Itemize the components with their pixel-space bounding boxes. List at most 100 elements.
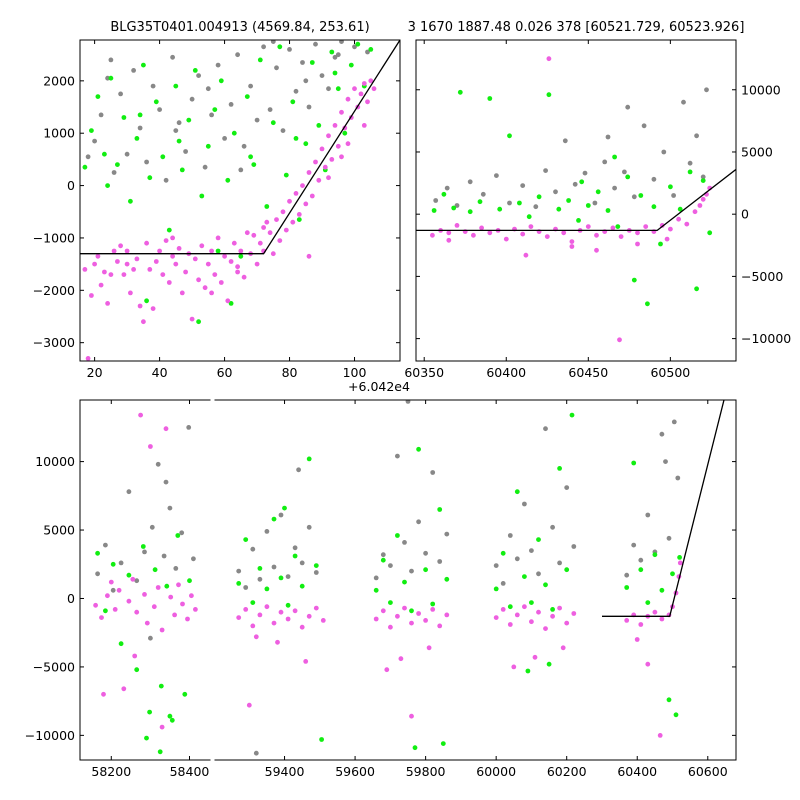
plot-title-left: BLG35T0401.004913 (4569.84, 253.61) xyxy=(110,20,369,35)
magenta-data-point xyxy=(365,99,370,105)
magenta-data-point xyxy=(231,240,237,246)
green-data-point xyxy=(477,199,483,205)
magenta-data-point xyxy=(209,290,215,296)
magenta-data-point xyxy=(160,272,166,277)
gray-data-point xyxy=(103,542,108,548)
gray-data-point xyxy=(209,112,215,118)
magenta-data-point xyxy=(141,319,146,325)
gray-data-point xyxy=(243,585,249,590)
green-data-point xyxy=(264,204,270,209)
magenta-data-point xyxy=(700,196,706,202)
magenta-data-point xyxy=(189,316,195,322)
magenta-data-point xyxy=(153,259,159,264)
magenta-data-point xyxy=(264,604,270,610)
green-data-point xyxy=(118,641,124,647)
gray-data-point xyxy=(661,149,667,155)
green-data-point xyxy=(329,49,335,55)
gray-data-point xyxy=(645,512,651,518)
gray-data-point xyxy=(270,40,276,44)
gray-data-point xyxy=(148,635,153,641)
magenta-data-point xyxy=(151,604,157,610)
gray-data-point xyxy=(92,138,97,144)
gray-data-point xyxy=(557,560,562,566)
gray-data-point xyxy=(641,123,647,129)
plot-title-right: 3 1670 1887.48 0.026 378 [60521.729, 605… xyxy=(408,20,745,35)
gray-data-point xyxy=(142,549,147,555)
magenta-data-point xyxy=(274,217,279,223)
green-data-point xyxy=(497,206,503,212)
gray-data-point xyxy=(235,52,241,58)
green-data-point xyxy=(175,533,181,538)
green-data-point xyxy=(306,456,312,462)
green-data-point xyxy=(416,446,421,452)
magenta-data-point xyxy=(543,626,548,631)
magenta-data-point xyxy=(124,261,130,267)
green-data-point xyxy=(115,162,120,168)
gray-data-point xyxy=(529,548,534,553)
magenta-data-point xyxy=(652,609,658,615)
gray-data-point xyxy=(536,571,541,577)
green-data-point xyxy=(500,550,506,556)
green-data-point xyxy=(631,277,637,283)
gray-data-point xyxy=(118,91,123,97)
green-data-point xyxy=(144,735,149,741)
green-data-point xyxy=(380,557,386,563)
green-data-point xyxy=(348,62,354,68)
magenta-data-point xyxy=(430,232,435,238)
green-data-point xyxy=(313,563,319,568)
green-data-point xyxy=(186,117,192,123)
y-tick-label: 5000 xyxy=(43,523,75,538)
magenta-data-point xyxy=(267,230,273,236)
magenta-data-point xyxy=(361,123,367,128)
magenta-data-point xyxy=(409,620,414,626)
magenta-data-point xyxy=(319,146,325,152)
gray-data-point xyxy=(624,572,630,578)
green-data-point xyxy=(566,198,571,203)
magenta-data-point xyxy=(454,223,460,228)
gray-data-point xyxy=(137,125,143,131)
gray-data-point xyxy=(430,470,436,475)
green-data-point xyxy=(137,112,143,118)
green-data-point xyxy=(192,68,198,73)
green-data-point xyxy=(651,204,657,210)
green-data-point xyxy=(270,120,276,126)
green-data-point xyxy=(166,227,172,233)
green-data-point xyxy=(645,600,651,605)
gray-data-point xyxy=(257,576,263,582)
green-data-point xyxy=(236,581,242,586)
magenta-data-point xyxy=(292,608,298,614)
magenta-data-point xyxy=(236,615,242,620)
magenta-data-point xyxy=(339,154,344,160)
magenta-data-point xyxy=(426,645,432,651)
gray-data-point xyxy=(306,104,312,110)
magenta-data-point xyxy=(270,251,276,257)
green-data-point xyxy=(141,62,146,68)
x-tick-label: 60350 xyxy=(404,365,444,380)
green-data-point xyxy=(526,214,532,220)
gray-data-point xyxy=(433,198,439,203)
green-data-point xyxy=(248,154,254,160)
green-data-point xyxy=(517,200,522,206)
magenta-data-point xyxy=(235,264,241,270)
gray-data-point xyxy=(300,60,305,65)
green-data-point xyxy=(487,96,493,101)
gray-data-point xyxy=(622,169,627,175)
green-data-point xyxy=(228,301,234,306)
gray-data-point xyxy=(638,557,644,563)
x-tick-label: 59600 xyxy=(335,764,375,779)
gray-data-point xyxy=(202,164,208,170)
gray-data-point xyxy=(659,431,665,437)
green-data-point xyxy=(536,194,542,200)
y-tick-label: 2000 xyxy=(43,73,75,88)
magenta-data-point xyxy=(134,609,140,615)
magenta-data-point xyxy=(124,248,130,254)
y-tick-label: −10000 xyxy=(25,728,75,743)
green-data-point xyxy=(668,184,673,190)
magenta-data-point xyxy=(202,285,208,291)
gray-data-point xyxy=(493,563,499,568)
green-data-point xyxy=(121,115,127,120)
gray-data-point xyxy=(507,200,512,206)
x-tick-label: 60400 xyxy=(617,764,657,779)
y-tick-label: −5000 xyxy=(741,269,783,284)
green-data-point xyxy=(212,107,218,112)
